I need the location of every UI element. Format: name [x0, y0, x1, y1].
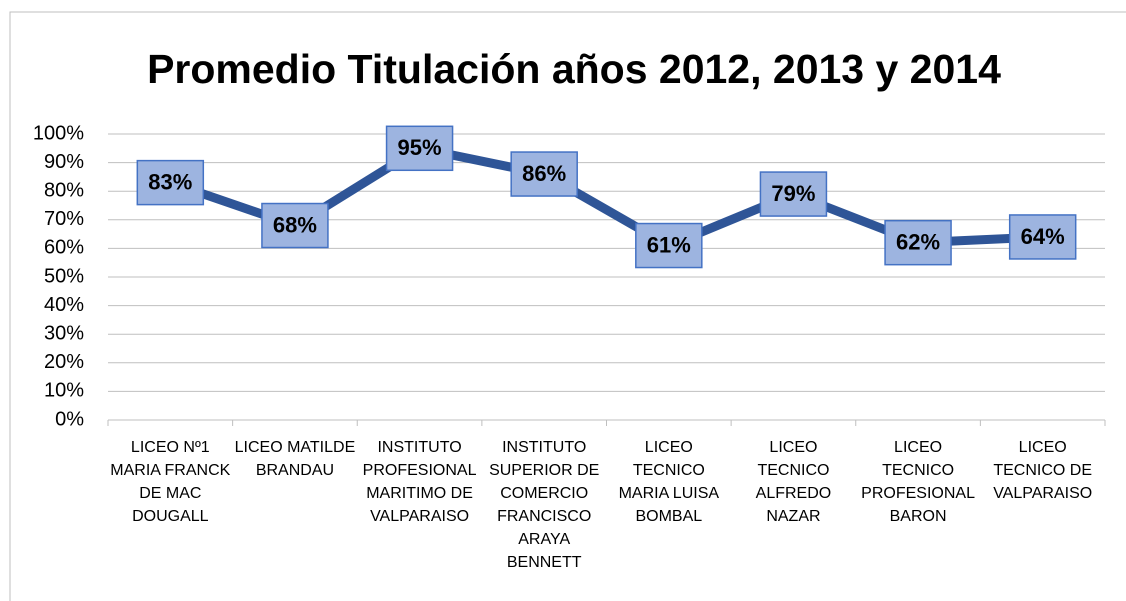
data-label-box — [1008, 214, 1077, 260]
data-label-box — [136, 159, 205, 206]
y-tick-label: 80% — [44, 179, 84, 201]
y-tick-label: 70% — [44, 208, 84, 230]
y-tick-label: 40% — [44, 294, 84, 316]
y-tick-label: 30% — [44, 322, 84, 344]
data-label: 83% — [148, 169, 192, 194]
data-label: 86% — [522, 161, 566, 186]
x-tick-label: LICEO Nº1 MARIA FRANCK DE MAC DOUGALL — [110, 439, 231, 525]
x-tick-label: LICEO TECNICO ALFREDO NAZAR — [755, 439, 832, 525]
chart-border — [9, 11, 1126, 601]
data-label: 68% — [273, 212, 317, 237]
data-label-box — [261, 202, 329, 249]
y-tick-label: 20% — [44, 351, 84, 373]
y-tick-label: 0% — [55, 408, 84, 430]
data-label-box — [635, 222, 703, 269]
y-tick-label: 60% — [44, 237, 84, 259]
x-tick-label: LICEO TECNICO MARIA LUISA BOMBAL — [618, 439, 720, 525]
data-label-box — [884, 219, 952, 266]
data-label-box — [759, 171, 828, 217]
x-tick-label: INSTITUTO PROFESIONAL MARITIMO DE VALPAR… — [362, 439, 477, 525]
y-tick-label: 50% — [44, 265, 84, 287]
chart-title: Promedio Titulación años 2012, 2013 y 20… — [147, 46, 1001, 92]
data-label: 62% — [896, 229, 940, 254]
data-label: 61% — [647, 232, 691, 257]
data-label: 64% — [1021, 224, 1065, 249]
y-tick-label: 10% — [44, 380, 84, 402]
data-label: 79% — [771, 181, 815, 206]
y-tick-label: 90% — [44, 151, 84, 173]
data-label-box — [510, 151, 578, 197]
x-tick-label: LICEO TECNICO PROFESIONAL BARON — [861, 439, 975, 525]
x-tick-label: LICEO MATILDE BRANDAU — [234, 439, 356, 479]
data-label: 95% — [398, 135, 442, 160]
x-tick-label: LICEO TECNICO DE VALPARAISO — [993, 439, 1093, 502]
y-tick-label: 100% — [33, 122, 84, 144]
data-label-box — [385, 125, 454, 172]
x-tick-label: INSTITUTO SUPERIOR DE COMERCIO FRANCISCO… — [489, 439, 600, 571]
